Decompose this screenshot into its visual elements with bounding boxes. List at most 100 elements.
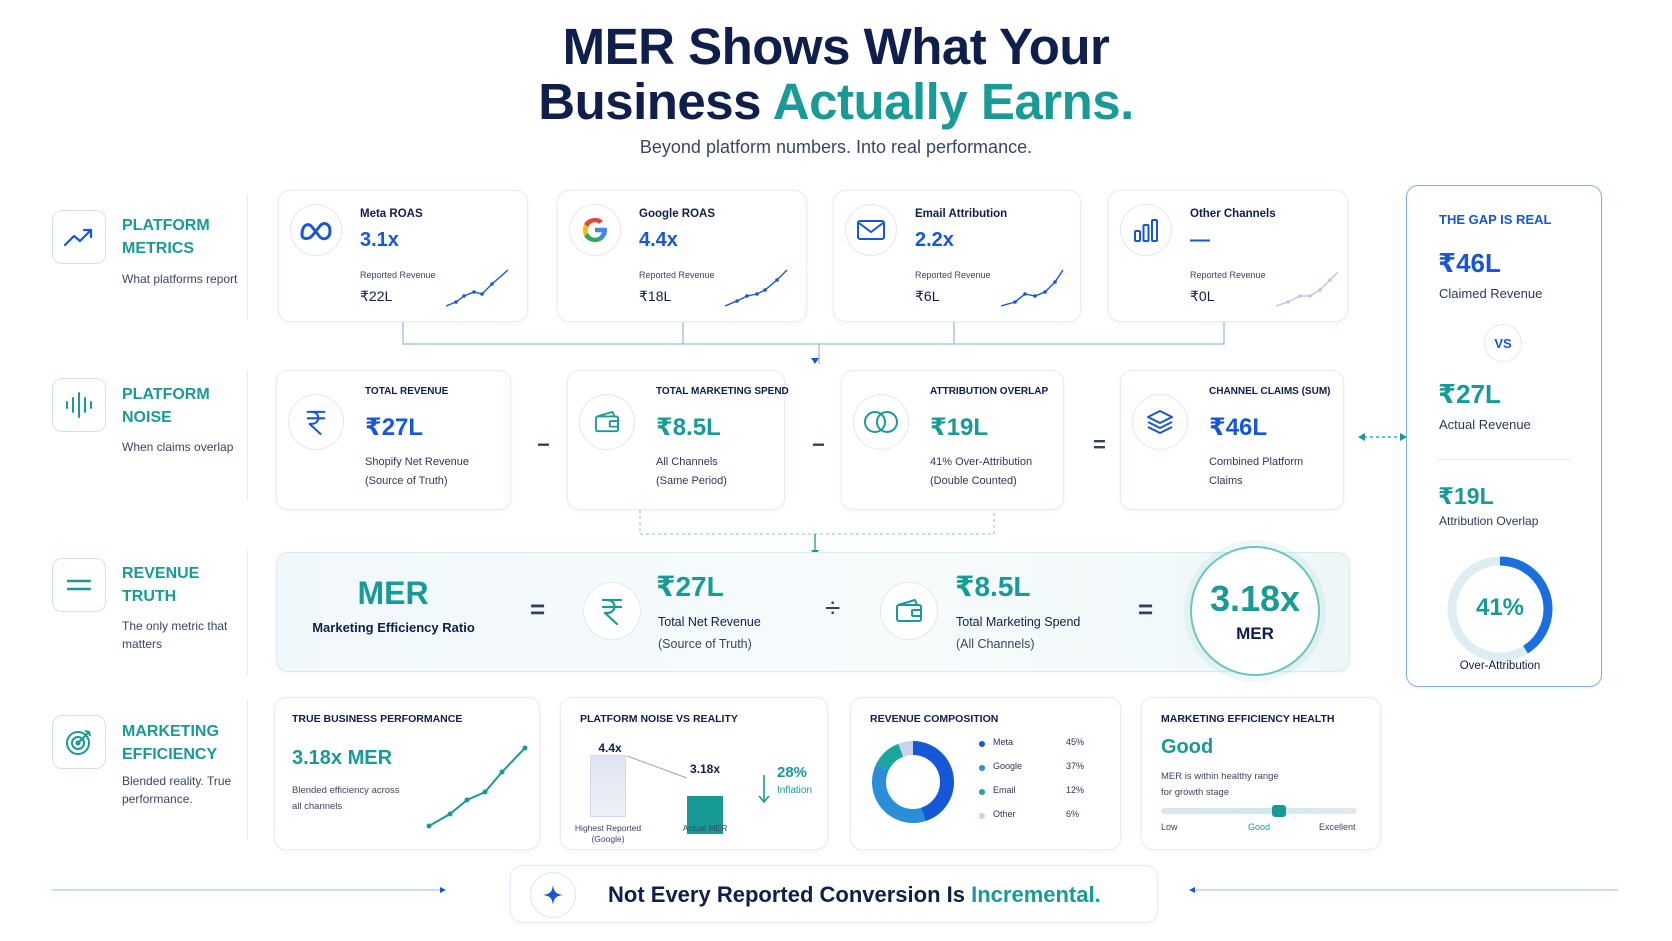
legend-pct: 6% (1066, 809, 1080, 819)
platform-sparkline (446, 269, 509, 307)
gap-claimed-value: ₹46L (1438, 248, 1501, 278)
over-attribution-donut (1447, 556, 1553, 662)
divide-operator: ÷ (825, 592, 841, 623)
revenue-composition-card (850, 697, 1121, 850)
minus-operator: − (812, 432, 825, 457)
noise-bar1-label1: Highest Reported (574, 823, 642, 833)
platform-card-name: Email Attribution (915, 208, 1008, 220)
gap-panel (1406, 185, 1602, 687)
legend-name: Other (993, 809, 1016, 819)
health-title: MARKETING EFFICIENCY HEALTH (1161, 713, 1335, 725)
perf-trend-chart (426, 745, 528, 829)
composition-slice (872, 741, 954, 823)
equals-operator: = (1093, 432, 1106, 457)
gap-donut-value: 41% (1475, 594, 1525, 621)
perf-card-title: TRUE BUSINESS PERFORMANCE (292, 713, 463, 725)
noise-card-desc1: Shopify Net Revenue (365, 456, 469, 468)
row-title-marketing-efficiency: MARKETING EFFICIENCY (122, 723, 219, 763)
page-title-line1: MER Shows What Your (562, 18, 1110, 75)
noise-bar2-label: Actual MER (682, 823, 728, 833)
noise-card-value: ₹19L (930, 414, 989, 441)
health-desc2: for growth stage (1161, 787, 1230, 798)
legend-name: Email (993, 785, 1016, 795)
rupee-icon (583, 582, 641, 640)
minus-operator: − (537, 432, 550, 457)
target-icon (52, 715, 106, 769)
health-status: Good (1161, 736, 1214, 758)
wallet-icon (880, 582, 938, 640)
gap-title: THE GAP IS REAL (1439, 212, 1552, 227)
platform-sparkline (1001, 269, 1064, 307)
mer-revenue-desc1: Total Net Revenue (658, 615, 761, 629)
row-desc-marketing-efficiency: Blended reality. True performance. (122, 774, 232, 806)
page-title-line2: Business Actually Earns. (0, 73, 1672, 131)
health-scale-good: Good (1248, 822, 1271, 832)
gap-overlap-value: ₹19L (1438, 483, 1494, 509)
inflation-value: 28% (777, 764, 808, 781)
mer-revenue-desc2: (Source of Truth) (658, 637, 752, 651)
platform-card-name: Other Channels (1190, 208, 1276, 220)
noise-bar1-label2: (Google) (591, 834, 625, 844)
platform-card-rev: ₹0L (1190, 288, 1215, 304)
noise-card-desc2: Claims (1209, 475, 1243, 487)
noise-bar2-value: 3.18x (689, 762, 721, 776)
gap-donut-label: Over-Attribution (1459, 660, 1541, 672)
row-desc-platform-noise: When claims overlap (122, 440, 234, 454)
legend-dot (979, 765, 985, 771)
platform-card-rev: ₹18L (639, 288, 672, 304)
vs-label: VS (1494, 335, 1512, 351)
health-scale-marker (1271, 805, 1286, 817)
footer-banner (510, 865, 1158, 923)
legend-name: Google (993, 761, 1023, 771)
noise-card-title: PLATFORM NOISE VS REALITY (580, 713, 738, 725)
noise-card-value: ₹46L (1209, 414, 1268, 441)
platform-card-value: 2.2x (915, 229, 954, 251)
mer-title: MER (357, 575, 429, 611)
mer-result-value: 3.18x (1209, 578, 1301, 619)
gap-actual-label: Actual Revenue (1439, 417, 1531, 432)
title-business: Business (538, 73, 761, 130)
overlap-icon (853, 394, 909, 450)
health-scale-track (1161, 808, 1357, 814)
noise-card-value: ₹8.5L (656, 414, 721, 441)
mer-spend-desc1: Total Marketing Spend (956, 615, 1081, 629)
noise-card-label: CHANNEL CLAIMS (SUM) (1209, 386, 1331, 397)
platform-card-rev-label: Reported Revenue (1190, 270, 1266, 280)
noise-card-desc2: (Source of Truth) (365, 475, 448, 487)
platform-card-name: Meta ROAS (360, 208, 423, 220)
footer-text: Not Every Reported Conversion Is Increme… (608, 882, 1101, 908)
arrow-down-icon (758, 775, 770, 804)
legend-dot (979, 789, 985, 795)
noise-bar1-value: 4.4x (598, 741, 622, 755)
row-desc-platform-metrics: What platforms report (122, 272, 238, 286)
noise-card-desc2: (Same Period) (656, 475, 727, 487)
noise-bar-actual (687, 796, 723, 835)
sound-wave-icon (52, 378, 106, 432)
perf-card-desc1: Blended efficiency across (292, 785, 400, 796)
legend-dot (979, 741, 985, 747)
platform-card-rev: ₹22L (360, 288, 393, 304)
platform-card-rev-label: Reported Revenue (360, 270, 436, 280)
mer-spend-desc2: (All Channels) (956, 637, 1035, 651)
noise-card-desc1: All Channels (656, 456, 718, 468)
row-divider (247, 700, 248, 840)
sparkle-icon (530, 872, 576, 918)
platform-card-rev-label: Reported Revenue (639, 270, 715, 280)
revenue-composition-donut (872, 741, 954, 823)
row-title-revenue-truth: REVENUE TRUTH (122, 565, 200, 605)
google-icon (569, 204, 621, 256)
equals-operator: = (1138, 594, 1154, 624)
legend-pct: 37% (1066, 761, 1085, 771)
noise-card-desc2: (Double Counted) (930, 475, 1017, 487)
row-title-platform-metrics: PLATFORM METRICS (122, 217, 210, 257)
noise-card-label: TOTAL MARKETING SPEND (656, 386, 789, 397)
platform-card-rev: ₹6L (915, 288, 940, 304)
layers-icon (1132, 394, 1188, 450)
row-divider (247, 550, 248, 675)
equals-icon (52, 558, 106, 612)
arrow-down-icon (811, 358, 819, 364)
row-divider (247, 195, 248, 320)
noise-card-label: TOTAL REVENUE (365, 386, 449, 397)
platform-sparkline (725, 269, 788, 307)
